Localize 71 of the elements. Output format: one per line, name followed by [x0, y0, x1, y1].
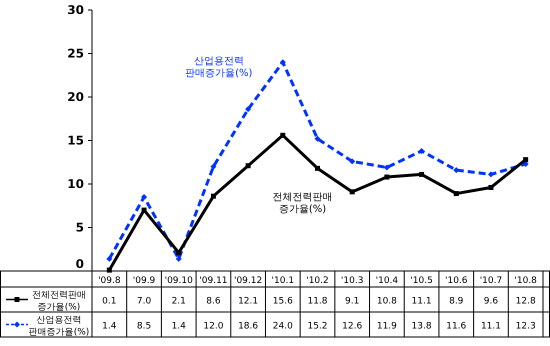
data-label: 0.1	[102, 296, 117, 306]
data-label: 10.8	[376, 296, 398, 306]
x-tick-label: '09.10	[164, 276, 194, 286]
x-tick-label: '09.12	[234, 276, 262, 286]
x-tick-label: '09.8	[98, 276, 121, 286]
point	[106, 268, 112, 273]
y-tick-label: 20	[67, 90, 84, 104]
point	[315, 166, 320, 171]
point	[454, 191, 459, 196]
data-label: 15.6	[272, 296, 294, 306]
legend-label: 전체전력판매 증가율(%)	[32, 290, 86, 312]
data-label: 8.5	[136, 322, 152, 332]
data-label: 11.6	[446, 322, 467, 332]
x-tick-label: '10.5	[410, 276, 433, 286]
annotation: 전체전력판매 증가율(%)	[272, 192, 332, 215]
point	[106, 256, 112, 262]
point	[210, 194, 216, 199]
point	[488, 184, 494, 190]
data-label: 8.9	[449, 296, 464, 306]
point	[142, 208, 147, 213]
y-tick-label: 30	[67, 3, 84, 17]
legend-label: 산업용전력 판매증가율(%)	[28, 316, 90, 338]
point	[349, 158, 356, 164]
x-tick-label: '10.3	[340, 276, 364, 286]
point	[210, 164, 216, 170]
point	[350, 189, 355, 194]
data-label: 9.6	[484, 296, 498, 306]
y-tick-label: 10	[67, 177, 84, 191]
point	[418, 148, 425, 154]
x-tick-label: '09.11	[199, 276, 228, 286]
data-label: 7.0	[136, 296, 152, 306]
data-label: 11.8	[307, 296, 328, 306]
point	[384, 174, 390, 180]
point	[280, 132, 286, 138]
x-tick-label: '09.9	[132, 276, 156, 286]
point	[523, 157, 528, 162]
data-label: 1.4	[102, 322, 117, 332]
point	[141, 194, 148, 200]
data-label: 13.8	[412, 322, 432, 332]
x-tick-label: '10.7	[480, 276, 502, 286]
data-label: 11.1	[480, 322, 501, 332]
x-tick-label: '10.1	[272, 276, 294, 286]
data-label: 12.6	[342, 322, 362, 332]
x-tick-label: '10.6	[445, 276, 468, 286]
data-label: 15.2	[307, 322, 328, 332]
x-tick-label: '10.4	[376, 276, 398, 286]
point	[245, 106, 252, 112]
point	[246, 163, 251, 168]
point	[314, 136, 320, 142]
annotation: 산업용전력 판매증가율(%)	[185, 56, 253, 79]
y-tick-label: 15	[67, 134, 84, 148]
data-label: 9.1	[345, 296, 360, 306]
x-tick-label: '10.8	[514, 276, 538, 286]
point	[419, 172, 424, 177]
data-label: 11.1	[412, 296, 432, 306]
x-tick-label: '10.2	[306, 276, 329, 286]
y-tick-label: 0	[76, 257, 84, 271]
data-label: 18.6	[238, 322, 258, 332]
data-label: 12.8	[516, 296, 536, 306]
data-label: 8.6	[206, 296, 221, 306]
point	[384, 164, 390, 170]
data-label: 12.0	[203, 322, 224, 332]
data-label: 24.0	[272, 322, 294, 332]
data-label: 11.9	[376, 322, 398, 332]
data-label: 12.1	[238, 296, 258, 306]
y-tick-label: 25	[67, 46, 84, 60]
data-label: 2.1	[172, 296, 186, 306]
data-label: 12.3	[516, 322, 536, 332]
point	[488, 171, 494, 178]
data-label: 1.4	[172, 322, 186, 332]
y-tick-label: 5	[76, 220, 84, 234]
